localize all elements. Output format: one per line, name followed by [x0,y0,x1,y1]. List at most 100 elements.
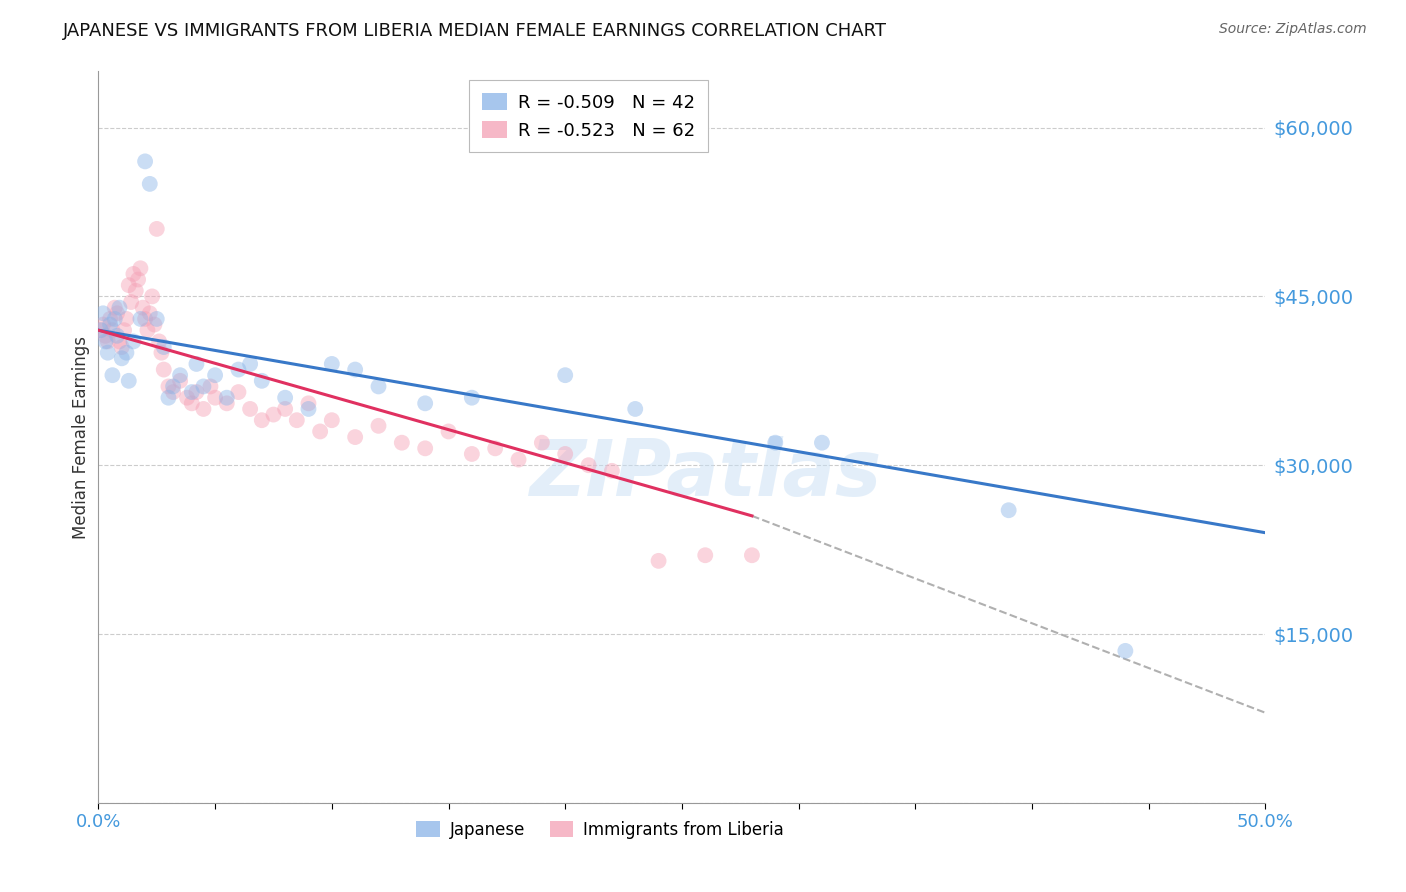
Point [204,391,226,405]
Point [122,334,145,349]
Point [157,391,180,405]
Point [437,425,460,439]
Point [115,312,138,326]
Point [134,312,156,326]
Point [91,306,114,320]
Point [129,261,152,276]
Point [367,379,389,393]
Point [344,362,367,376]
Point [134,154,156,169]
Point [97,345,120,359]
Point [139,306,162,320]
Point [104,301,127,315]
Point [1114,644,1136,658]
Point [97,334,120,349]
Point [811,435,834,450]
Point [274,391,297,405]
Point [321,357,343,371]
Point [105,328,128,343]
Point [125,284,148,298]
Point [101,323,124,337]
Point [344,430,367,444]
Point [152,340,174,354]
Point [508,452,530,467]
Point [274,401,297,416]
Point [297,401,319,416]
Point [741,548,763,562]
Point [461,447,484,461]
Point [413,396,436,410]
Point [578,458,600,473]
Point [554,368,576,383]
Text: ZIPatlas: ZIPatlas [529,435,882,512]
Point [169,374,191,388]
Point [186,385,208,400]
Point [118,374,141,388]
Point [111,351,134,366]
Point [90,323,112,337]
Point [139,177,162,191]
Point [367,418,389,433]
Point [239,357,262,371]
Point [108,334,131,349]
Point [120,295,142,310]
Point [98,312,121,326]
Point [285,413,308,427]
Legend: Japanese, Immigrants from Liberia: Japanese, Immigrants from Liberia [409,814,790,846]
Point [94,328,117,343]
Point [104,312,127,326]
Point [647,554,669,568]
Point [146,222,169,236]
Point [624,401,647,416]
Point [169,368,191,383]
Point [162,379,184,393]
Point [143,318,166,332]
Point [186,357,208,371]
Point [108,301,131,315]
Text: JAPANESE VS IMMIGRANTS FROM LIBERIA MEDIAN FEMALE EARNINGS CORRELATION CHART: JAPANESE VS IMMIGRANTS FROM LIBERIA MEDI… [63,22,887,40]
Point [228,362,250,376]
Point [127,272,149,286]
Point [250,374,273,388]
Point [193,379,215,393]
Point [148,334,170,349]
Point [554,447,576,461]
Point [141,289,163,303]
Point [98,318,121,332]
Point [157,379,180,393]
Point [162,385,184,400]
Point [150,345,173,359]
Point [118,278,141,293]
Point [193,401,215,416]
Point [111,340,134,354]
Point [132,301,155,315]
Point [105,306,128,320]
Point [391,435,413,450]
Point [112,323,135,337]
Point [309,425,332,439]
Point [176,391,198,405]
Point [239,401,262,416]
Point [204,368,226,383]
Point [997,503,1019,517]
Point [152,362,174,376]
Point [122,267,145,281]
Point [413,442,436,456]
Point [215,396,238,410]
Point [90,323,112,337]
Point [180,385,202,400]
Point [129,312,152,326]
Point [228,385,250,400]
Point [250,413,273,427]
Point [136,323,159,337]
Point [215,391,238,405]
Text: Source: ZipAtlas.com: Source: ZipAtlas.com [1219,22,1367,37]
Point [200,379,222,393]
Point [600,464,623,478]
Point [94,334,117,349]
Point [530,435,553,450]
Point [146,312,169,326]
Point [91,318,114,332]
Point [461,391,484,405]
Point [262,408,284,422]
